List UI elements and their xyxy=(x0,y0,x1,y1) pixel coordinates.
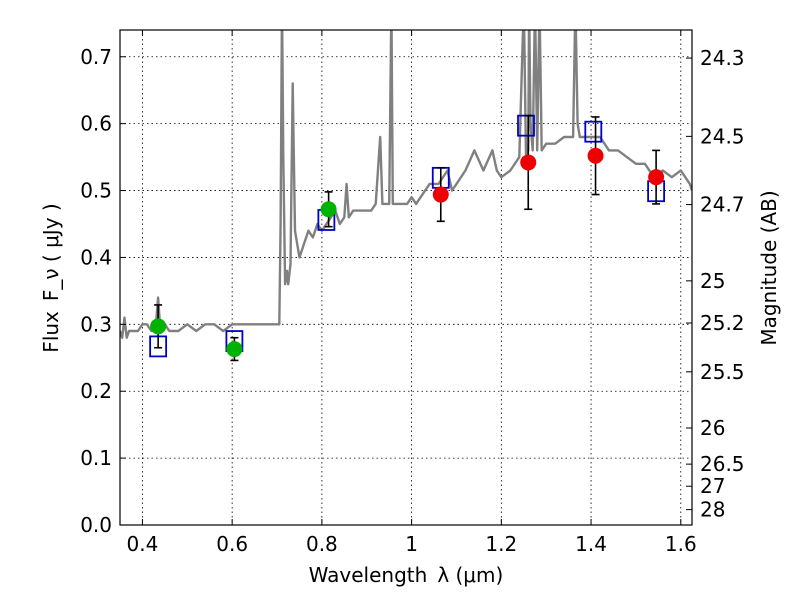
y2-tick-label: 28 xyxy=(700,498,725,522)
y-tick-label: 0.6 xyxy=(80,112,112,136)
x-tick-label: 1.2 xyxy=(485,532,517,556)
y-axis-unit: F_ν ( μJy ) xyxy=(39,203,63,301)
spectrum-layer xyxy=(120,30,692,339)
y-axis-label-text: Flux xyxy=(39,311,63,353)
y2-tick-label: 24.5 xyxy=(700,124,745,148)
y-tick-label: 0.2 xyxy=(80,379,112,403)
y2-axis-label: Magnitude (AB) xyxy=(757,190,781,345)
x-tick-label: 1.4 xyxy=(575,532,607,556)
x-tick-label: 0.8 xyxy=(306,532,338,556)
ticks: 0.4 0.6 0.8 1 1.2 1.4 1.6 0.0 0.1 0.2 0.3 0.4 0.5 0.6… xyxy=(80,30,745,556)
data-point xyxy=(520,154,537,171)
y-axis-label: Flux F_ν ( μJy ) xyxy=(39,203,63,352)
x-axis-label: Wavelength λ (μm) xyxy=(309,563,504,587)
y-tick-label: 0.1 xyxy=(80,446,112,470)
data-point xyxy=(648,169,665,186)
y-tick-label: 0.5 xyxy=(80,179,112,203)
x-tick-label: 0.4 xyxy=(127,532,159,556)
x-tick-label: 0.6 xyxy=(216,532,248,556)
data-point xyxy=(432,186,449,203)
model-square xyxy=(584,120,603,143)
data-point xyxy=(587,147,604,164)
data-point xyxy=(226,341,243,358)
y-tick-label: 0.3 xyxy=(80,312,112,336)
y2-tick-label: 27 xyxy=(700,474,725,498)
y-tick-label: 0.7 xyxy=(80,45,112,69)
x-axis-label-text: Wavelength xyxy=(309,563,428,587)
x-tick-label: 1.6 xyxy=(665,532,697,556)
data-point xyxy=(150,318,167,335)
y2-tick-label: 26.5 xyxy=(700,452,745,476)
y2-tick-label: 25 xyxy=(700,269,725,293)
y2-tick-label: 25.2 xyxy=(700,311,745,335)
y-tick-label: 0.0 xyxy=(80,513,112,537)
y2-tick-label: 26 xyxy=(700,416,725,440)
data-point xyxy=(320,201,337,218)
y2-tick-label: 24.7 xyxy=(700,193,745,217)
plot-frame xyxy=(119,29,693,526)
y2-tick-label: 25.5 xyxy=(700,360,745,384)
y-tick-label: 0.4 xyxy=(80,245,112,269)
y2-tick-label: 24.3 xyxy=(700,46,745,70)
marker-layer xyxy=(149,114,666,362)
x-tick-label: 1 xyxy=(405,532,418,556)
spectrum-line xyxy=(120,30,692,339)
x-axis-unit: λ (μm) xyxy=(437,563,503,587)
